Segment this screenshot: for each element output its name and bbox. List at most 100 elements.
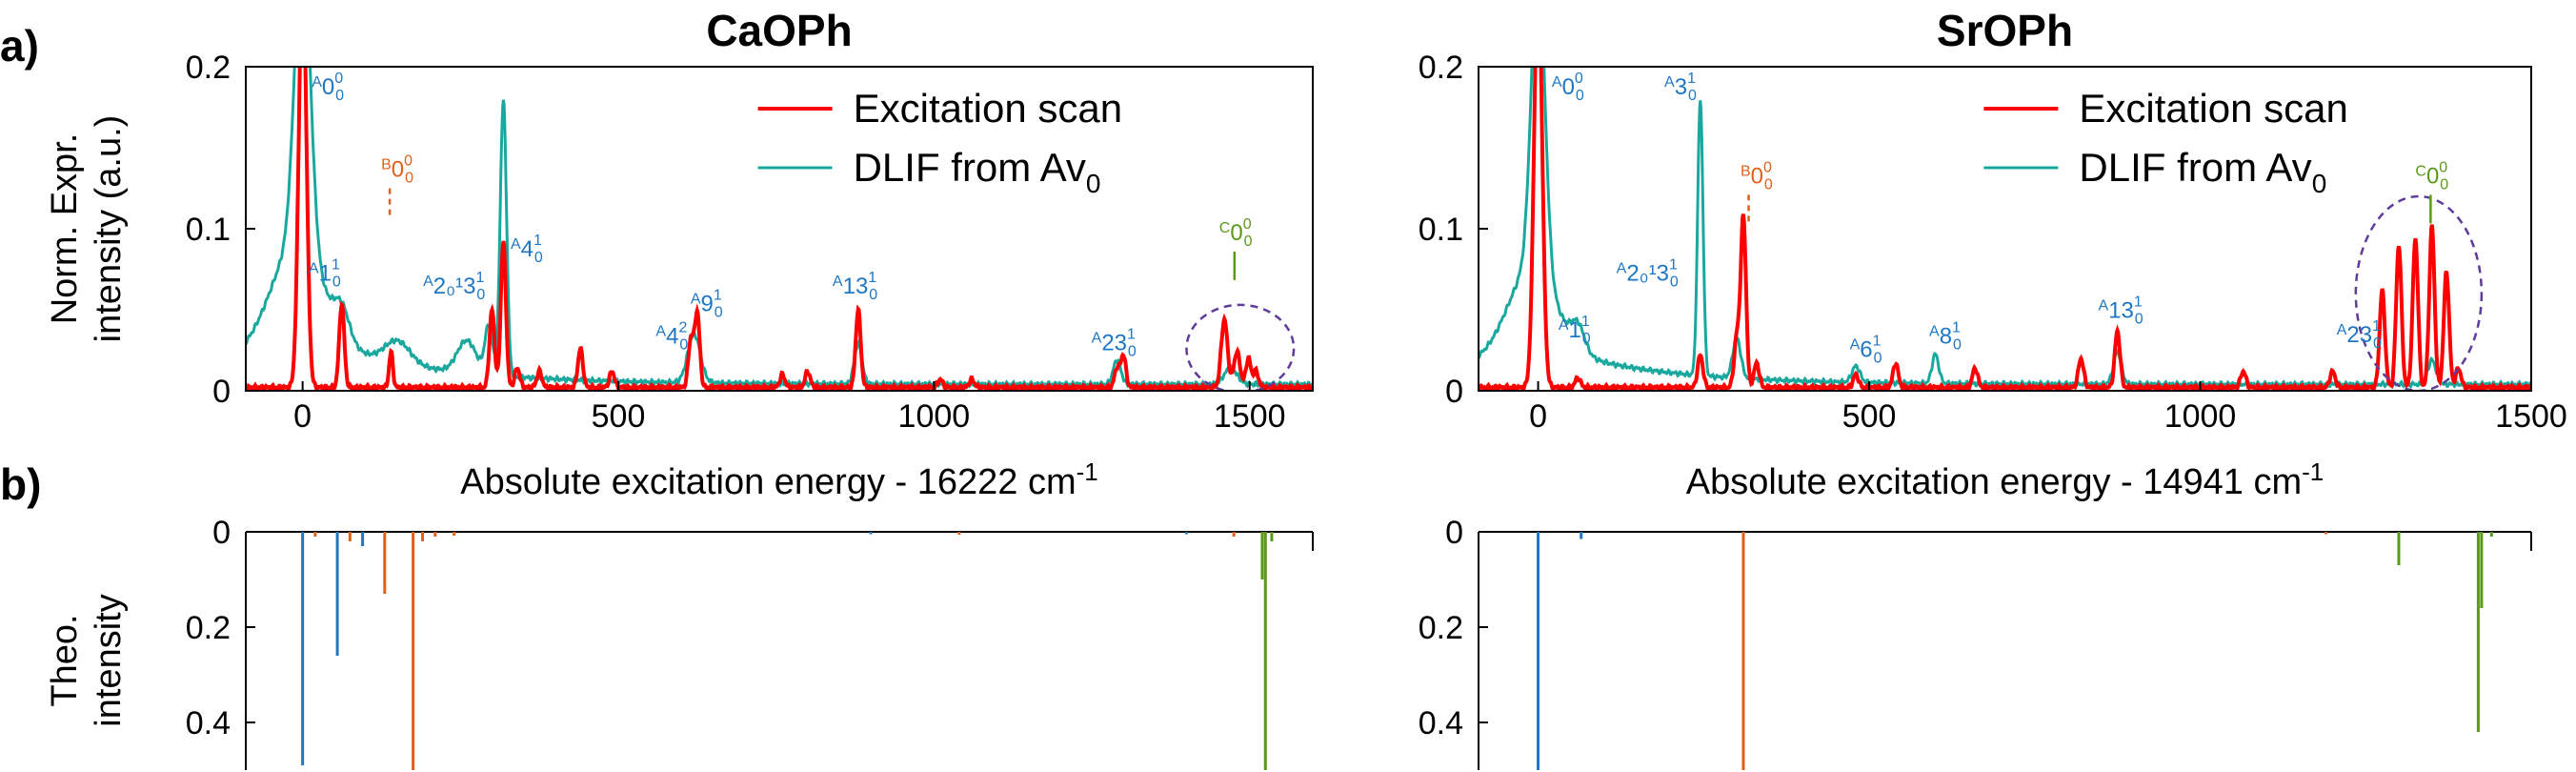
band-annotation: A131 0 — [833, 270, 877, 303]
panel-label-b: b) — [0, 459, 41, 509]
band-annotation: C00 0 — [1219, 216, 1253, 250]
legend-entry: Excitation scan — [2079, 86, 2347, 131]
annotation-mode: 0 — [392, 157, 404, 183]
band-annotation: A11 0 — [1559, 314, 1591, 347]
annotation-state: A — [1929, 324, 1940, 340]
x-tick-label: 1000 — [898, 398, 971, 435]
y-axis-label: intensity (a.u.) — [89, 115, 129, 343]
annotation-upper: 1 — [533, 233, 542, 249]
annotation-upper: 0 — [334, 71, 343, 87]
y-tick-label: 0.4 — [186, 705, 231, 742]
annotation-mode: 23 — [1101, 331, 1127, 356]
annotation-upper: 0 — [2439, 159, 2447, 175]
band-annotation: A61 0 — [1850, 333, 1882, 366]
annotation-state: A — [655, 324, 666, 340]
y-tick-label: 0.1 — [1419, 212, 1463, 248]
band-annotation: A91 0 — [691, 288, 723, 321]
annotation-lower: 0 — [1688, 88, 1697, 104]
annotation-mode: 13 — [2108, 298, 2134, 324]
band-annotation: C00 0 — [2415, 159, 2448, 193]
annotation-lower: 0 — [2135, 312, 2143, 328]
x-tick-label: 0 — [1529, 398, 1547, 435]
annotation-mode: 9 — [701, 292, 714, 317]
annotation-mode: 13 — [843, 274, 869, 299]
band-annotation: A2₀¹31 0 — [423, 270, 485, 303]
annotation-state: C — [2415, 163, 2426, 179]
annotation-state: A — [1850, 336, 1861, 353]
annotation-state: A — [691, 292, 701, 308]
annotation-state: A — [312, 74, 322, 91]
annotation-mode: 8 — [1940, 324, 1952, 350]
annotation-lower: 0 — [1128, 344, 1137, 360]
band-annotation: A00 0 — [1552, 71, 1584, 104]
annotation-upper: 0 — [1575, 71, 1583, 87]
excitation-series-line — [1479, 67, 2531, 391]
legend-entry: Excitation scan — [854, 86, 1122, 131]
y-axis-label: intensity — [89, 594, 129, 726]
annotation-mode: 23 — [2346, 322, 2372, 348]
y-tick-label: 0 — [1445, 515, 1463, 551]
y-tick-label: 0.2 — [186, 50, 231, 86]
annotation-lower: 0 — [1582, 331, 1591, 347]
legend-label: Excitation scan — [2079, 86, 2347, 131]
x-tick-label: 1500 — [2495, 398, 2567, 435]
x-tick-label: 500 — [592, 398, 646, 435]
x-axis-label-text: Absolute excitation energy - 14941 cm — [1686, 462, 2302, 502]
plot-area — [246, 67, 1313, 391]
annotation-upper: 0 — [1763, 159, 1772, 175]
annotation-state: A — [2099, 298, 2109, 315]
annotation-state: A — [1559, 317, 1569, 334]
highlight-circle — [2354, 194, 2484, 391]
annotation-lower: 0 — [335, 88, 344, 104]
annotation-lower: 0 — [332, 274, 341, 290]
annotation-state: A — [1664, 74, 1675, 91]
chart-caoph-theory: 0 0.2 0.4 Theo. intensity — [45, 515, 1314, 770]
annotation-lower: 0 — [534, 250, 543, 266]
annotation-state: A — [511, 236, 521, 253]
axes-frame — [245, 66, 1314, 392]
chart-sroph-theory: 0 0.2 0.4 — [1419, 515, 2532, 770]
annotation-upper: 1 — [1581, 314, 1590, 330]
chart-title: CaOPh — [706, 6, 852, 55]
band-annotation: A41 0 — [511, 233, 543, 266]
annotation-state: A — [1092, 331, 1102, 347]
annotation-lower: 0 — [714, 305, 723, 321]
excitation-series-line — [246, 67, 1313, 391]
annotation-state: B — [1741, 163, 1751, 179]
annotation-mode: 4 — [666, 324, 678, 350]
annotation-lower: 0 — [1764, 176, 1773, 193]
band-annotation: A231 0 — [2337, 318, 2382, 352]
annotation-upper: 1 — [332, 256, 340, 273]
dlif-series-line — [246, 67, 1313, 390]
highlight-circle — [1185, 303, 1296, 391]
annotation-lower: 0 — [2440, 176, 2448, 193]
legend-label: DLIF from Av — [2079, 145, 2311, 190]
band-annotation: A31 0 — [1664, 71, 1697, 104]
annotation-upper: 1 — [868, 270, 876, 286]
annotation-state: A — [1617, 260, 1627, 276]
band-annotation: A11 0 — [309, 256, 341, 290]
annotation-upper: 1 — [1873, 333, 1882, 349]
annotation-mode: 0 — [2426, 163, 2439, 189]
annotation-lower: 0 — [1670, 274, 1679, 290]
chart-title: SrOPh — [1937, 6, 2073, 55]
annotation-lower: 0 — [869, 287, 877, 303]
annotation-mode: 2₀¹3 — [433, 274, 476, 299]
annotation-upper: 1 — [475, 270, 484, 286]
annotation-upper: 1 — [1669, 256, 1678, 273]
annotation-mode: 0 — [1751, 163, 1763, 189]
y-axis-label: Theo. — [45, 614, 85, 706]
legend-label-sub: 0 — [2312, 169, 2327, 198]
annotation-lower: 0 — [1953, 337, 1962, 354]
y-axis-label: Norm. Expr. — [45, 133, 85, 325]
annotation-mode: 6 — [1860, 336, 1872, 362]
annotation-lower: 0 — [1244, 234, 1253, 250]
annotation-state: A — [423, 274, 433, 290]
annotation-upper: 1 — [1127, 327, 1136, 343]
x-axis-label-unit: -1 — [1077, 457, 1098, 486]
annotation-upper: 2 — [678, 320, 687, 336]
band-annotation: B00 0 — [1741, 159, 1773, 193]
annotation-upper: 1 — [714, 288, 722, 304]
x-tick-label: 500 — [1842, 398, 1897, 435]
